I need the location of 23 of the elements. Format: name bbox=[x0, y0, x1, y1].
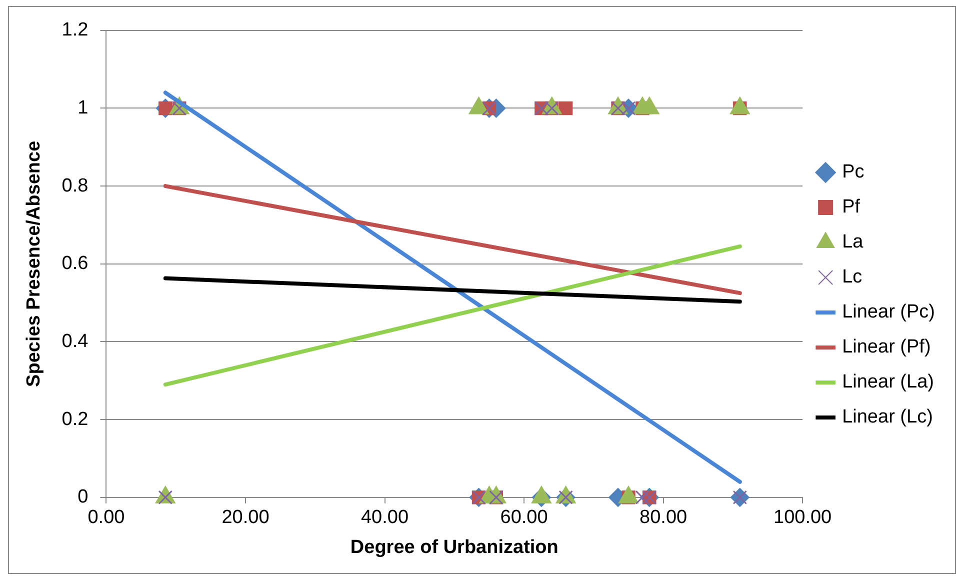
y-tick-label: 0.2 bbox=[62, 408, 88, 430]
y-tick-label: 0.8 bbox=[62, 175, 88, 196]
legend-label: La bbox=[842, 232, 864, 253]
legend-label: Linear (La) bbox=[842, 372, 934, 393]
y-tick-label: 0.4 bbox=[62, 330, 89, 352]
x-tick-label: 100.00 bbox=[774, 507, 832, 528]
legend-label: Pf bbox=[842, 196, 861, 218]
y-axis-title: Species Presence/Absence bbox=[24, 140, 45, 387]
legend-label: Linear (Lc) bbox=[842, 406, 933, 428]
x-tick-label: 40.00 bbox=[360, 507, 409, 528]
x-tick-label: 80.00 bbox=[640, 507, 688, 528]
x-tick-label: 20.00 bbox=[222, 507, 270, 528]
legend-label: Lc bbox=[842, 266, 862, 288]
y-tick-label: 1.2 bbox=[62, 20, 88, 41]
y-tick-label: 0.6 bbox=[62, 253, 88, 274]
y-tick-label: 0 bbox=[78, 486, 88, 508]
legend-label: Pc bbox=[842, 162, 864, 183]
x-axis-title: Degree of Urbanization bbox=[350, 536, 558, 558]
x-tick-label: 60.00 bbox=[500, 507, 548, 528]
legend-label: Linear (Pf) bbox=[842, 336, 931, 358]
legend-label: Linear (Pc) bbox=[842, 302, 935, 323]
x-tick-label: 0.00 bbox=[88, 507, 125, 528]
y-tick-label: 1 bbox=[78, 97, 88, 118]
